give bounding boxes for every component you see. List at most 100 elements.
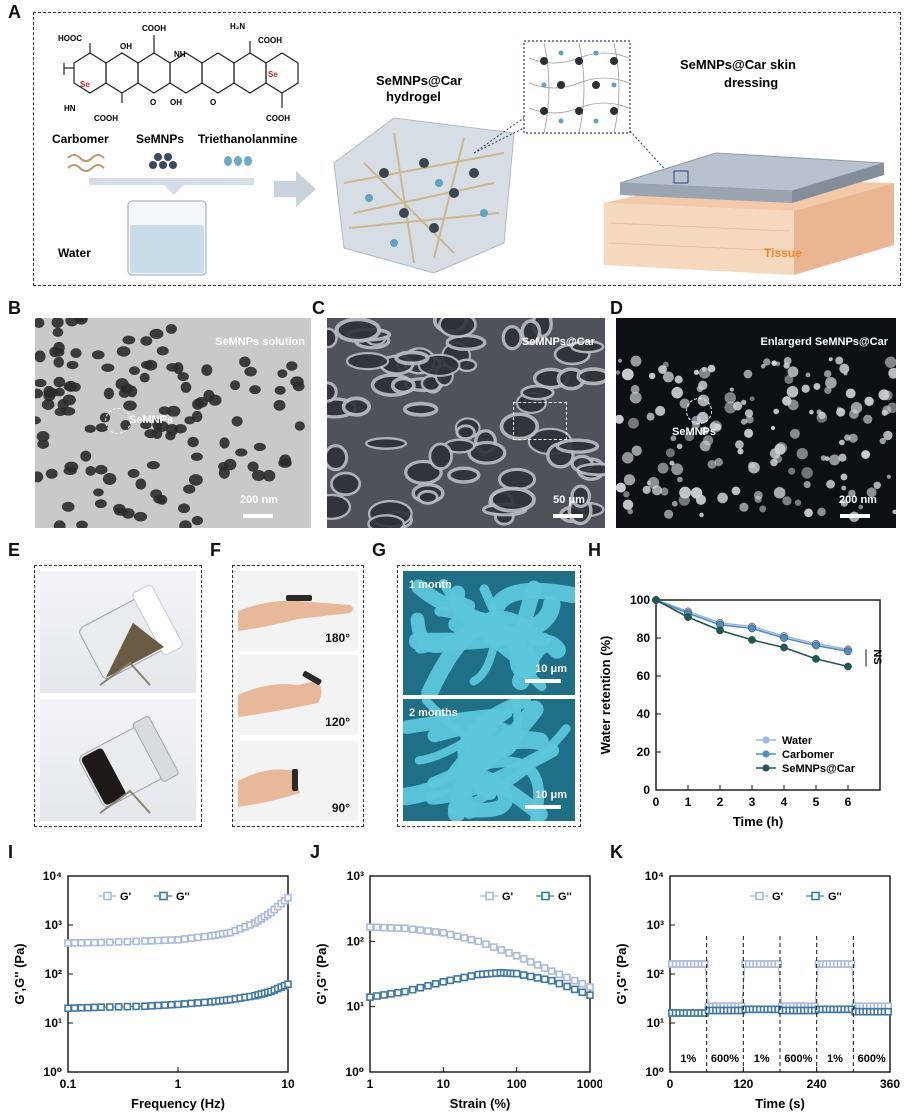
- vial-photo-top: [40, 571, 196, 693]
- i-point: [114, 1003, 123, 1011]
- h-xtick-label: 2: [717, 795, 724, 809]
- panel-label-i: I: [8, 842, 14, 862]
- chemical-structure: [63, 35, 299, 108]
- j-point: [533, 974, 542, 982]
- panel-label-h: H: [588, 540, 601, 560]
- j-ytick-label: 10¹: [347, 1000, 364, 1014]
- i-point: [106, 938, 114, 946]
- j-point: [555, 979, 564, 988]
- i-point: [132, 1002, 140, 1011]
- h-xtick-label: 1: [685, 795, 692, 809]
- j-point: [467, 935, 476, 944]
- i-point: [84, 1003, 92, 1012]
- k-step-label: 600%: [784, 1053, 812, 1065]
- process-arrow: [274, 171, 316, 207]
- h-ytick-label: 100: [630, 593, 650, 607]
- j-point: [570, 985, 579, 994]
- k-step-label: 1%: [827, 1053, 843, 1065]
- h-legend-marker: [762, 764, 770, 772]
- j-point: [380, 991, 388, 999]
- j-point: [460, 973, 469, 982]
- i-plot-frame: [67, 875, 289, 1073]
- j-point: [467, 972, 476, 980]
- i-point: [187, 934, 196, 942]
- chem-o-label-2: O: [210, 98, 216, 107]
- h-point: [844, 662, 852, 671]
- g-bottom-scale-bar: [525, 805, 561, 809]
- j-legend-marker: [485, 891, 494, 901]
- i-point: [200, 998, 209, 1007]
- chem-cooh-bottom-left-label: COOH: [94, 114, 118, 123]
- i-point: [160, 936, 169, 945]
- i-point: [141, 1002, 149, 1011]
- h-xtick-label: 5: [813, 795, 820, 809]
- h-xtick-label: 0: [653, 795, 660, 809]
- panel-label-e: E: [8, 540, 21, 560]
- j-xtick-label: 10: [437, 1077, 451, 1091]
- j-point: [570, 976, 579, 985]
- i-point: [97, 1003, 105, 1012]
- angle-120-label: 120°: [325, 715, 350, 729]
- j-point: [453, 975, 462, 983]
- triethanolamine-label: Triethanolanmine: [198, 132, 298, 146]
- i-point: [77, 938, 86, 947]
- j-ytick-label: 10²: [347, 934, 364, 948]
- j-xtick-label: 100: [507, 1077, 527, 1091]
- i-point: [77, 1004, 86, 1012]
- zoom-network-inset: [523, 40, 631, 134]
- h-legend-marker: [762, 736, 770, 744]
- j-point: [540, 975, 549, 984]
- sem-image-hydrogel: SeMNPs@Car 50 μm: [327, 318, 605, 528]
- j-point: [526, 958, 535, 966]
- k-xlabel: Time (s): [755, 1096, 805, 1111]
- chem-oh-right-label: OH: [170, 98, 182, 107]
- i-point: [106, 1003, 114, 1011]
- g-bottom-scale-label: 10 μm: [535, 789, 567, 801]
- j-point: [373, 992, 381, 1000]
- j-point: [431, 979, 440, 988]
- h-ytick-label: 20: [637, 745, 651, 759]
- j-point: [373, 923, 381, 932]
- sem-scale-label: 50 μm: [553, 494, 585, 506]
- j-point: [519, 955, 528, 963]
- i-point: [123, 1002, 132, 1011]
- j-point: [497, 946, 506, 954]
- panel-f-frame: [232, 565, 364, 827]
- triethanolamine-icon: [224, 156, 252, 166]
- tem-image-semnps: SeMNPs solution SeMNPs 200 nm: [35, 318, 311, 528]
- j-legend-marker: [541, 891, 550, 901]
- j-point: [431, 928, 440, 936]
- j-ylabel: G',G'' (Pa): [314, 943, 329, 1004]
- h-ns-annotation: NS: [871, 649, 883, 664]
- j-point: [366, 923, 374, 931]
- chart-frequency-sweep: 10⁰ 10¹ 10² 10³ 10⁴ 0.1 1 10 Frequency (Hz) G',G'…: [12, 869, 295, 1111]
- i-xtick-label: 0.1: [60, 1077, 77, 1091]
- j-point: [394, 988, 402, 997]
- enlarged-scale-bar: [840, 514, 870, 518]
- k-step-label: 1%: [680, 1053, 696, 1065]
- i-point: [64, 1004, 72, 1013]
- i-ytick-label: 10³: [45, 918, 62, 932]
- j-point: [512, 969, 521, 978]
- h-legend-label: Carbomer: [782, 749, 835, 761]
- sem-image-enlarged: Enlargerd SeMNPs@Car SeMNPs 200 nm: [616, 318, 896, 528]
- chem-cooh-bottom-right-label: COOH: [266, 114, 290, 123]
- i-point: [174, 935, 182, 944]
- j-point: [453, 932, 462, 941]
- h-point: [652, 596, 660, 604]
- j-point: [563, 982, 571, 991]
- i-point: [70, 939, 79, 947]
- i-point: [180, 1000, 189, 1008]
- i-point: [90, 938, 99, 947]
- h-point: [812, 655, 820, 663]
- j-point: [563, 973, 571, 982]
- k-xtick-label: 360: [880, 1077, 900, 1091]
- chem-oh-left-label: OH: [120, 42, 132, 51]
- h-legend-label: Water: [782, 735, 813, 747]
- chart-step-strain: 10⁰ 10¹ 10² 10³ 10⁴ 0 120 240 360 Time (s) G',G'' …: [614, 869, 900, 1111]
- k-point: [884, 1007, 892, 1016]
- h-ytick-label: 60: [637, 669, 651, 683]
- i-point: [123, 937, 132, 946]
- chem-cooh-top-label: COOH: [142, 24, 166, 33]
- h-xtick-label: 6: [845, 795, 852, 809]
